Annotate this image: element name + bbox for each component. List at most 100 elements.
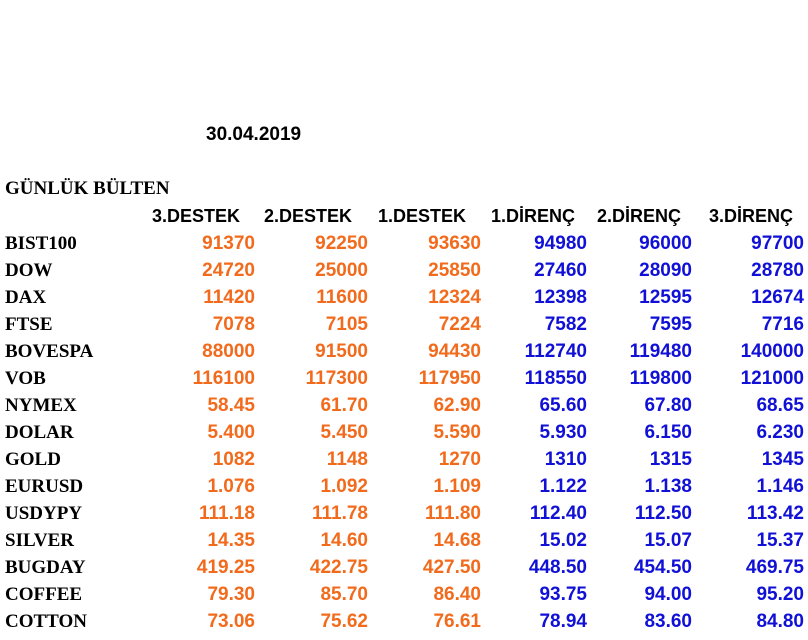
resistance-2-value: 28090: [639, 260, 692, 281]
resistance-3-value: 95.20: [756, 584, 804, 605]
table-row: GOLD 1082 1148 1270 1310 1315 1345: [0, 449, 808, 476]
instrument-name: NYMEX: [5, 395, 77, 416]
table-row: FTSE 7078 7105 7224 7582 7595 7716: [0, 314, 808, 341]
instrument-name: COFFEE: [5, 584, 83, 605]
table-row: VOB 116100 117300 117950 118550 119800 121000: [0, 368, 808, 395]
support-3-value: 1.076: [207, 476, 255, 497]
support-1-value: 86.40: [433, 584, 481, 605]
support-2-value: 61.70: [320, 395, 368, 416]
instrument-name: VOB: [5, 368, 46, 389]
instrument-name: COTTON: [5, 611, 88, 632]
table-row: DOW 24720 25000 25850 27460 28090 28780: [0, 260, 808, 287]
support-1-value: 12324: [428, 287, 481, 308]
bulletin-title: GÜNLÜK BÜLTEN: [5, 178, 170, 199]
header-resistance-1: 1.DİRENÇ: [491, 206, 576, 226]
support-2-value: 111.78: [311, 503, 368, 524]
support-2-value: 422.75: [309, 557, 368, 578]
support-1-value: 117950: [418, 368, 481, 389]
support-1-value: 5.590: [433, 422, 481, 443]
resistance-1-value: 27460: [534, 260, 587, 281]
table-row: EURUSD 1.076 1.092 1.109 1.122 1.138 1.146: [0, 476, 808, 503]
resistance-2-value: 1315: [649, 449, 692, 470]
instrument-name: EURUSD: [5, 476, 84, 497]
resistance-2-value: 1.138: [644, 476, 692, 497]
support-2-value: 25000: [315, 260, 368, 281]
support-2-value: 11600: [316, 287, 368, 308]
support-3-value: 91370: [202, 233, 255, 254]
support-3-value: 7078: [212, 314, 255, 335]
support-1-value: 14.68: [433, 530, 481, 551]
resistance-3-value: 469.75: [745, 557, 804, 578]
resistance-1-value: 93.75: [539, 584, 587, 605]
support-3-value: 14.35: [207, 530, 255, 551]
resistance-2-value: 119800: [629, 368, 692, 389]
support-2-value: 5.450: [320, 422, 368, 443]
support-1-value: 1270: [438, 449, 481, 470]
instrument-name: DOLAR: [5, 422, 74, 443]
instrument-name: BIST100: [5, 233, 77, 254]
resistance-2-value: 83.60: [644, 611, 692, 632]
resistance-3-value: 121000: [740, 368, 804, 389]
resistance-3-value: 12674: [751, 287, 804, 308]
resistance-2-value: 7595: [649, 314, 692, 335]
support-3-value: 11420: [203, 287, 255, 308]
support-2-value: 92250: [315, 233, 368, 254]
support-3-value: 111.18: [198, 503, 255, 524]
support-3-value: 24720: [202, 260, 255, 281]
support-3-value: 58.45: [207, 395, 255, 416]
resistance-2-value: 112.50: [634, 503, 692, 524]
table-row: NYMEX 58.45 61.70 62.90 65.60 67.80 68.65: [0, 395, 808, 422]
resistance-2-value: 454.50: [633, 557, 692, 578]
header-resistance-2: 2.DİRENÇ: [597, 206, 682, 226]
support-1-value: 94430: [428, 341, 481, 362]
resistance-3-value: 97700: [751, 233, 804, 254]
resistance-2-value: 67.80: [644, 395, 692, 416]
resistance-2-value: 94.00: [644, 584, 692, 605]
support-2-value: 85.70: [320, 584, 368, 605]
resistance-1-value: 78.94: [539, 611, 587, 632]
instrument-name: BUGDAY: [5, 557, 86, 578]
resistance-2-value: 12595: [639, 287, 692, 308]
table-row: BUGDAY 419.25 422.75 427.50 448.50 454.50 469.…: [0, 557, 808, 584]
resistance-3-value: 68.65: [756, 395, 804, 416]
header-support-2: 2.DESTEK: [264, 206, 353, 226]
support-1-value: 7224: [438, 314, 481, 335]
resistance-1-value: 65.60: [539, 395, 587, 416]
resistance-1-value: 112740: [524, 341, 587, 362]
instrument-name: GOLD: [5, 449, 61, 470]
resistance-3-value: 140000: [740, 341, 804, 362]
instrument-name: DAX: [5, 287, 47, 308]
support-1-value: 62.90: [433, 395, 481, 416]
header-resistance-3: 3.DİRENÇ: [709, 206, 794, 226]
table-row: BOVESPA 88000 91500 94430 112740 119480 140000: [0, 341, 808, 368]
table-row: DOLAR 5.400 5.450 5.590 5.930 6.150 6.230: [0, 422, 808, 449]
support-1-value: 76.61: [433, 611, 481, 632]
support-2-value: 14.60: [320, 530, 368, 551]
resistance-3-value: 7716: [761, 314, 804, 335]
table-row: DAX 11420 11600 12324 12398 12595 12674: [0, 287, 808, 314]
support-3-value: 116100: [192, 368, 255, 389]
support-3-value: 419.25: [196, 557, 255, 578]
table-row: BIST100 91370 92250 93630 94980 96000 97700: [0, 233, 808, 260]
table-row: COFFEE 79.30 85.70 86.40 93.75 94.00 95.20: [0, 584, 808, 611]
instrument-name: FTSE: [5, 314, 53, 335]
support-1-value: 25850: [428, 260, 481, 281]
resistance-3-value: 28780: [751, 260, 804, 281]
instrument-name: SILVER: [5, 530, 75, 551]
support-1-value: 1.109: [433, 476, 481, 497]
resistance-1-value: 12398: [534, 287, 587, 308]
support-2-value: 75.62: [320, 611, 368, 632]
support-3-value: 73.06: [207, 611, 255, 632]
resistance-1-value: 112.40: [529, 503, 587, 524]
support-1-value: 111.80: [424, 503, 481, 524]
resistance-3-value: 113.42: [746, 503, 804, 524]
resistance-1-value: 118550: [524, 368, 587, 389]
resistance-1-value: 15.02: [539, 530, 587, 551]
resistance-1-value: 448.50: [528, 557, 587, 578]
table-row: COTTON 73.06 75.62 76.61 78.94 83.60 84.80: [0, 611, 808, 638]
support-3-value: 79.30: [207, 584, 255, 605]
instrument-name: USDYPY: [5, 503, 83, 524]
instrument-name: DOW: [5, 260, 53, 281]
table-row: USDYPY 111.18 111.78 111.80 112.40 112.50 113.…: [0, 503, 808, 530]
support-2-value: 1148: [326, 449, 368, 470]
